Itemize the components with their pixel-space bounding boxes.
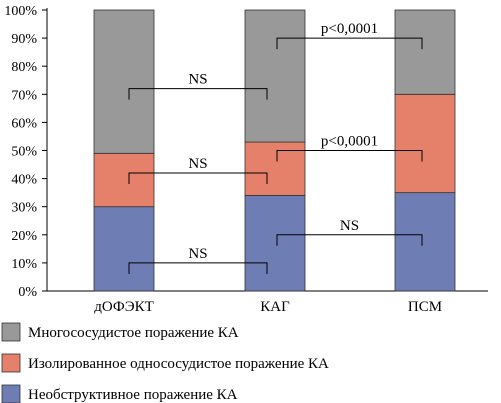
y-tick-label: 90% xyxy=(11,32,37,47)
y-tick-label: 0% xyxy=(18,285,37,300)
significance-label: p<0,0001 xyxy=(321,21,378,37)
bar-segment xyxy=(93,9,155,154)
significance-bracket xyxy=(276,37,423,50)
significance-label: NS xyxy=(188,156,207,172)
bar-segment xyxy=(394,9,456,95)
y-tick-label: 50% xyxy=(11,145,37,160)
bar-segment xyxy=(394,192,456,292)
x-category-label: ПСМ xyxy=(408,299,442,315)
x-category-label: КАГ xyxy=(260,299,290,315)
legend-swatch xyxy=(1,322,21,342)
bar-segment xyxy=(394,93,456,194)
legend-swatch xyxy=(1,384,21,403)
y-tick-label: 30% xyxy=(11,201,37,216)
bar-segment xyxy=(244,195,306,292)
y-tick-label: 60% xyxy=(11,116,37,131)
legend-label: Изолированное однососудистое поражение К… xyxy=(28,356,329,372)
bar-segment xyxy=(93,206,155,292)
y-tick-label: 40% xyxy=(11,173,37,188)
significance-bracket xyxy=(276,150,423,162)
y-tick-label: 80% xyxy=(11,60,37,75)
significance-bracket xyxy=(128,172,268,184)
significance-label: NS xyxy=(188,246,207,262)
y-tick-label: 20% xyxy=(11,229,37,244)
bar-segment xyxy=(244,9,306,143)
legend-label: Необструктивное поражение КА xyxy=(28,387,238,403)
significance-bracket xyxy=(128,262,268,274)
significance-label: NS xyxy=(188,72,207,88)
y-tick-label: 100% xyxy=(4,4,37,19)
x-category-label: дОФЭКТ xyxy=(94,299,154,315)
y-tick-label: 10% xyxy=(11,257,37,272)
y-tick-label: 70% xyxy=(11,88,37,103)
legend-label: Многососудистое поражение КА xyxy=(28,325,239,341)
significance-label: p<0,0001 xyxy=(321,134,378,150)
legend-swatch xyxy=(1,353,21,373)
significance-label: NS xyxy=(340,218,359,234)
significance-bracket xyxy=(276,234,423,246)
bar-segment xyxy=(93,152,155,208)
significance-bracket xyxy=(128,88,268,100)
